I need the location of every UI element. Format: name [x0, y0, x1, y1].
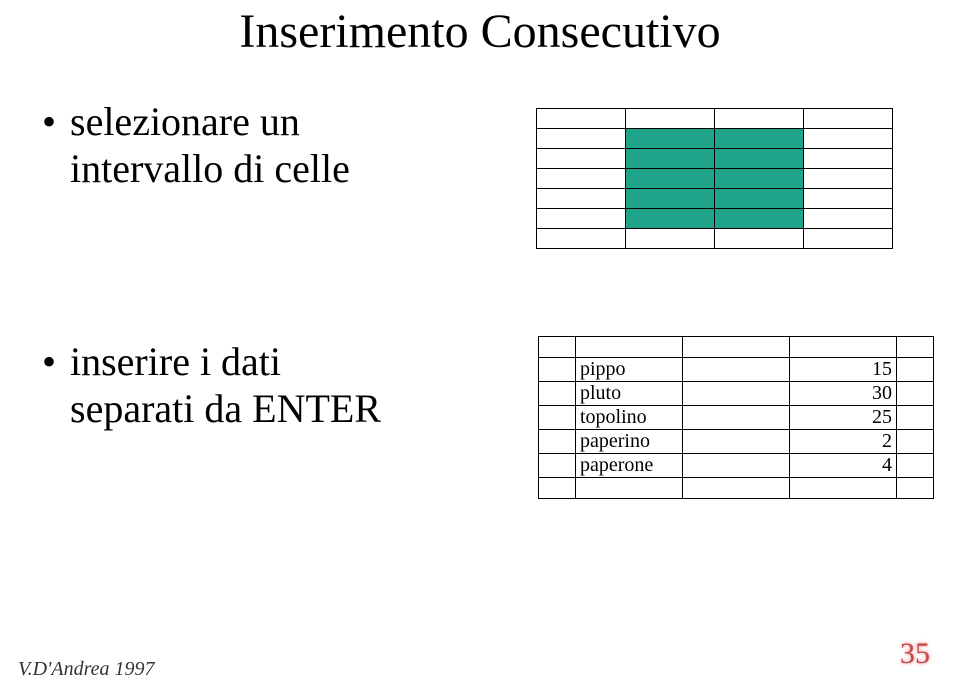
table-cell: [539, 430, 576, 454]
table-cell: [683, 478, 790, 499]
grid-cell: [804, 189, 893, 209]
table-cell: pluto: [576, 382, 683, 406]
bullet-dot: •: [42, 98, 70, 145]
grid-cell: [715, 109, 804, 129]
grid-cell: [537, 189, 626, 209]
grid-cell: [715, 169, 804, 189]
grid-cell: [626, 229, 715, 249]
grid-cell: [626, 109, 715, 129]
table-cell: [897, 406, 934, 430]
table-cell: [897, 430, 934, 454]
bullet-select-range: •selezionare un intervallo di celle: [42, 98, 482, 192]
table-cell: [897, 382, 934, 406]
table-cell: [539, 358, 576, 382]
bullet-dot: •: [42, 338, 70, 385]
table-cell: [897, 478, 934, 499]
grid-cell: [715, 149, 804, 169]
table-row: paperino 2: [539, 430, 934, 454]
bullet-indent: [42, 385, 70, 432]
table-cell: paperino: [576, 430, 683, 454]
page-number: 35: [900, 637, 930, 671]
table-cell: [539, 478, 576, 499]
table-cell: [539, 454, 576, 478]
table-cell: 2: [790, 430, 897, 454]
slide-title: Inserimento Consecutivo: [0, 4, 960, 59]
data-grid: pippo15pluto30topolino25paperino2paperon…: [538, 336, 934, 499]
table-cell: topolino: [576, 406, 683, 430]
grid-cell: [715, 229, 804, 249]
table-cell: [897, 337, 934, 358]
grid-cell: [626, 189, 715, 209]
bullet-text: inserire i dati: [70, 339, 281, 384]
table-cell: [897, 454, 934, 478]
grid-cell: [537, 229, 626, 249]
table-cell: [683, 406, 790, 430]
selection-grid: [536, 108, 893, 249]
grid-cell: [804, 209, 893, 229]
grid-cell: [537, 149, 626, 169]
table-cell: paperone: [576, 454, 683, 478]
grid-cell: [804, 229, 893, 249]
footer-credit: V.D'Andrea 1997: [18, 658, 155, 681]
grid-cell: [715, 209, 804, 229]
table-cell: [576, 478, 683, 499]
table-cell: [683, 337, 790, 358]
table-cell: [683, 454, 790, 478]
grid-cell: [804, 149, 893, 169]
grid-cell: [626, 169, 715, 189]
table-cell: [790, 478, 897, 499]
table-row: pluto 30: [539, 382, 934, 406]
bullet-indent: [42, 145, 70, 192]
grid-cell: [537, 169, 626, 189]
table-row: pippo 15: [539, 358, 934, 382]
grid-cell: [804, 109, 893, 129]
table-cell: 4: [790, 454, 897, 478]
grid-cell: [626, 209, 715, 229]
grid-cell: [537, 129, 626, 149]
table-row: paperone 4: [539, 454, 934, 478]
bullet-insert-data: •inserire i dati separati da ENTER: [42, 338, 482, 432]
table-cell: 15: [790, 358, 897, 382]
table-cell: [539, 337, 576, 358]
grid-cell: [537, 209, 626, 229]
table-cell: [683, 430, 790, 454]
grid-cell: [804, 169, 893, 189]
grid-cell: [715, 129, 804, 149]
table-row: topolino 25: [539, 406, 934, 430]
table-cell: 25: [790, 406, 897, 430]
table-cell: [539, 406, 576, 430]
grid-cell: [804, 129, 893, 149]
table-cell: pippo: [576, 358, 683, 382]
table-cell: [683, 382, 790, 406]
table-cell: [683, 358, 790, 382]
table-cell: [576, 337, 683, 358]
table-cell: [539, 382, 576, 406]
grid-cell: [626, 129, 715, 149]
table-cell: [790, 337, 897, 358]
grid-cell: [626, 149, 715, 169]
grid-cell: [715, 189, 804, 209]
table-cell: [897, 358, 934, 382]
table-row: [539, 337, 934, 358]
bullet-text: intervallo di celle: [70, 146, 350, 191]
table-cell: 30: [790, 382, 897, 406]
grid-cell: [537, 109, 626, 129]
table-row: [539, 478, 934, 499]
bullet-text: selezionare un: [70, 99, 300, 144]
bullet-text: separati da ENTER: [70, 386, 381, 431]
